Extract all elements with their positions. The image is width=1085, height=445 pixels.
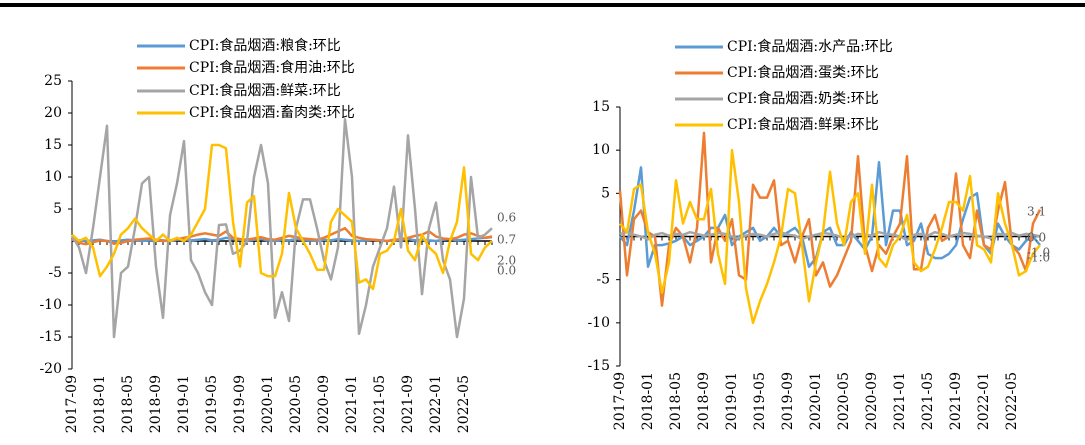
legend-label: CPI:食品烟酒:奶类:环比: [727, 90, 879, 107]
x-tick-label: 2022-01: [428, 375, 444, 433]
series-line: [71, 235, 493, 243]
end-label: 2.0: [497, 254, 516, 268]
y-tick-label: 5: [53, 201, 62, 217]
series-line: [71, 143, 493, 291]
y-tick-label: -20: [39, 361, 62, 377]
x-tick-label: 2017-09: [612, 372, 628, 430]
series-line: [619, 148, 1041, 325]
series-line: [70, 118, 493, 339]
x-tick-label: 2022-05: [456, 375, 472, 433]
x-tick-label: 2020-05: [288, 375, 304, 433]
x-tick-label: 2021-01: [892, 372, 908, 430]
y-tick-label: 15: [592, 99, 610, 115]
x-tick-label: 2021-09: [400, 375, 416, 433]
legend-label: CPI:食品烟酒:鲜菜:环比: [189, 82, 341, 99]
end-label: -1.0: [1027, 246, 1050, 260]
end-label: 3.1: [1027, 205, 1046, 219]
y-tick-label: 10: [592, 142, 610, 158]
x-tick-label: 2018-01: [92, 375, 108, 433]
x-tick-label: 2019-09: [232, 375, 248, 433]
top-rule: [0, 3, 1085, 7]
legend-label: CPI:食品烟酒:畜肉类:环比: [189, 104, 355, 121]
y-tick-label: -10: [587, 315, 610, 331]
x-tick-label: 2019-01: [176, 375, 192, 433]
series-line: [619, 161, 1041, 268]
series-line: [619, 230, 1041, 242]
end-label: 0.0: [1027, 231, 1046, 245]
legend-label: CPI:食品烟酒:粮食:环比: [189, 37, 341, 54]
x-tick-label: 2020-01: [260, 375, 276, 433]
legend-label: CPI:食品烟酒:食用油:环比: [189, 59, 355, 76]
x-tick-label: 2020-05: [836, 372, 852, 430]
legend-label: CPI:食品烟酒:蛋类:环比: [727, 64, 879, 81]
end-label: 0.7: [497, 233, 516, 247]
y-tick-label: 5: [601, 185, 610, 201]
x-tick-label: 2021-05: [372, 375, 388, 433]
x-tick-label: 2021-05: [920, 372, 936, 430]
x-tick-label: 2020-09: [316, 375, 332, 433]
y-tick-label: -10: [39, 297, 62, 313]
x-tick-label: 2018-09: [148, 375, 164, 433]
legend-label: CPI:食品烟酒:鲜果:环比: [727, 116, 879, 133]
y-tick-label: -5: [48, 265, 62, 281]
x-tick-label: 2022-05: [1004, 372, 1020, 430]
x-tick-label: 2022-01: [976, 372, 992, 430]
x-tick-label: 2018-09: [696, 372, 712, 430]
end-label: 0.6: [497, 211, 516, 225]
x-tick-label: 2018-01: [640, 372, 656, 430]
x-tick-label: 2020-01: [808, 372, 824, 430]
end-label: 0.0: [497, 264, 516, 278]
y-tick-label: -5: [596, 272, 610, 288]
legend-label: CPI:食品烟酒:水产品:环比: [727, 38, 893, 55]
x-tick-label: 2018-05: [668, 372, 684, 430]
x-tick-label: 2021-01: [344, 375, 360, 433]
x-tick-label: 2019-09: [780, 372, 796, 430]
end-label: -1.0: [1027, 251, 1050, 265]
x-tick-label: 2019-05: [204, 375, 220, 433]
series-line: [618, 131, 1042, 307]
x-tick-label: 2019-05: [752, 372, 768, 430]
y-tick-label: 15: [44, 137, 62, 153]
y-tick-label: 20: [44, 105, 62, 121]
y-tick-label: -15: [587, 358, 610, 374]
y-tick-label: 10: [44, 169, 62, 185]
x-tick-label: 2018-05: [120, 375, 136, 433]
x-tick-label: 2021-09: [948, 372, 964, 430]
y-tick-label: 25: [44, 73, 62, 89]
x-tick-label: 2020-09: [864, 372, 880, 430]
x-tick-label: 2019-01: [724, 372, 740, 430]
y-tick-label: -15: [39, 329, 62, 345]
x-tick-label: 2017-09: [64, 375, 80, 433]
